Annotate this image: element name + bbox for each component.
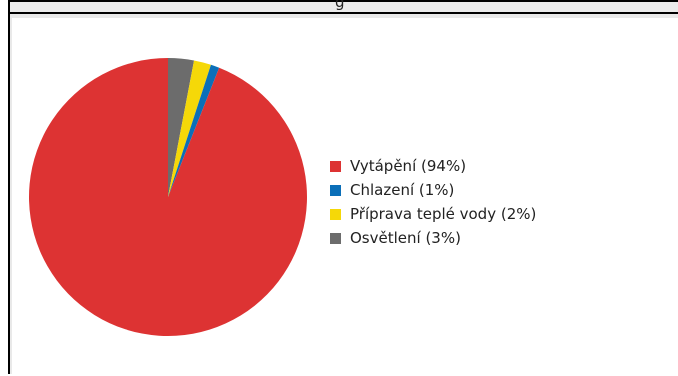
legend: Vytápění (94%) Chlazení (1%) Příprava tepl… — [330, 154, 536, 250]
legend-label-1: Chlazení (1%) — [350, 181, 455, 199]
legend-label-2: Příprava teplé vody (2%) — [350, 205, 537, 223]
legend-swatch-1 — [330, 184, 341, 196]
pie-slice-0 — [29, 58, 308, 336]
pie-slice-3 — [168, 58, 195, 197]
chart-area: Vytápění (94%) Chlazení (1%) Příprava tepl… — [12, 18, 678, 374]
legend-swatch-3 — [330, 232, 341, 244]
legend-swatch-2 — [330, 208, 341, 220]
legend-item-0: Vytápění (94%) — [330, 154, 536, 178]
legend-label-3: Osvětlení (3%) — [350, 229, 461, 247]
title-bar: g — [10, 0, 678, 14]
chart-panel: g Vytápění (94%) Chlazení (1%) Příprava te… — [8, 0, 678, 374]
legend-item-1: Chlazení (1%) — [330, 178, 536, 202]
chart-title: g — [335, 0, 345, 11]
legend-item-3: Osvětlení (3%) — [330, 226, 536, 250]
pie-slice-1 — [168, 64, 220, 197]
legend-swatch-0 — [330, 160, 341, 172]
pie-chart — [29, 58, 308, 336]
legend-item-2: Příprava teplé vody (2%) — [330, 202, 536, 226]
legend-label-0: Vytápění (94%) — [350, 157, 467, 175]
pie-slice-2 — [168, 60, 211, 198]
